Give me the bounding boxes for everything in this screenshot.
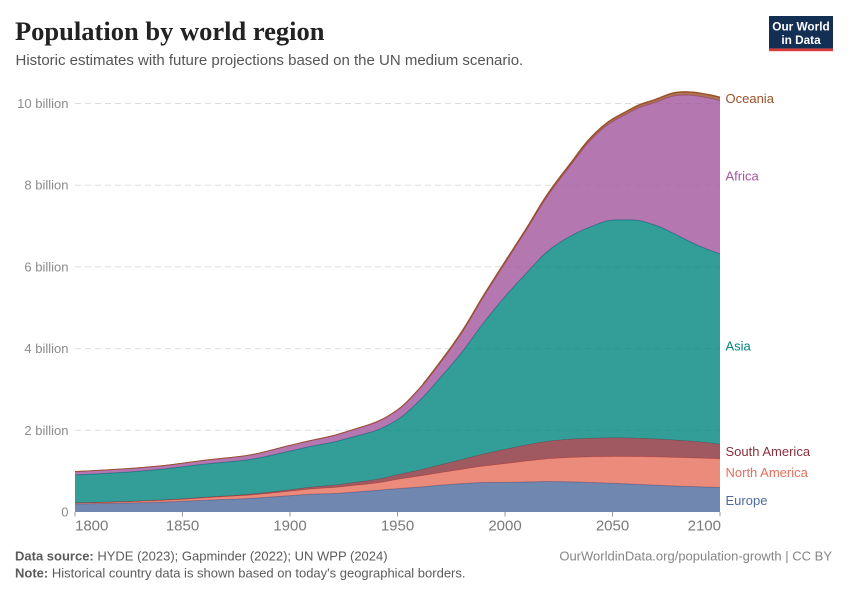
svg-text:2050: 2050	[596, 518, 629, 535]
svg-text:Note: Historical country data: Note: Historical country data is shown b…	[15, 566, 466, 581]
svg-text:Europe: Europe	[726, 493, 768, 508]
svg-text:10 billion: 10 billion	[17, 96, 68, 111]
svg-text:1900: 1900	[273, 518, 306, 535]
svg-text:1850: 1850	[166, 518, 199, 535]
svg-text:Asia: Asia	[726, 339, 752, 354]
svg-text:2100: 2100	[688, 518, 721, 535]
svg-text:Historic estimates with future: Historic estimates with future projectio…	[16, 52, 524, 69]
svg-text:2000: 2000	[488, 518, 521, 535]
svg-text:North America: North America	[726, 465, 809, 480]
svg-text:in Data: in Data	[781, 33, 821, 47]
svg-text:0: 0	[61, 505, 68, 520]
svg-text:Oceania: Oceania	[726, 91, 775, 106]
svg-text:Data source: HYDE (2023); Gapm: Data source: HYDE (2023); Gapminder (202…	[15, 549, 388, 564]
svg-text:2 billion: 2 billion	[24, 423, 68, 438]
svg-text:Africa: Africa	[726, 169, 760, 184]
svg-text:South America: South America	[726, 444, 811, 459]
svg-text:Our World: Our World	[772, 19, 829, 33]
svg-text:6 billion: 6 billion	[24, 259, 68, 274]
svg-text:4 billion: 4 billion	[24, 341, 68, 356]
svg-text:Population by world region: Population by world region	[15, 16, 325, 46]
svg-text:1800: 1800	[75, 518, 108, 535]
svg-text:1950: 1950	[381, 518, 414, 535]
svg-text:OurWorldinData.org/population-: OurWorldinData.org/population-growth | C…	[559, 549, 832, 564]
svg-text:8 billion: 8 billion	[24, 178, 68, 193]
